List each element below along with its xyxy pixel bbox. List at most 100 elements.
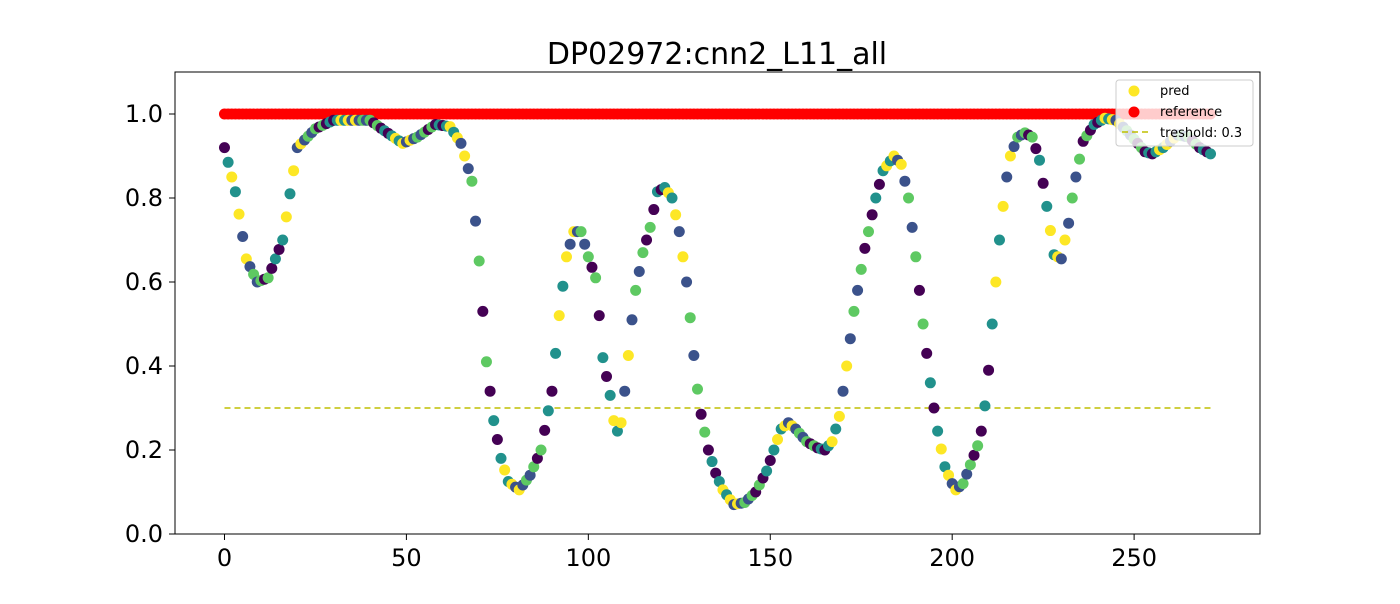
pred-point [601,371,613,382]
pred-point [604,389,616,401]
pred-point [979,400,991,412]
x-tick-label: 100 [565,544,611,572]
pred-point [470,215,482,227]
pred-point [913,284,925,296]
pred-point [684,312,696,324]
pred-point [990,276,1002,288]
pred-point [262,272,274,284]
pred-point [848,305,860,317]
pred-point [269,253,281,265]
pred-point [218,142,230,154]
pred-point [710,467,722,479]
x-tick-label: 150 [747,544,793,572]
pred-point [266,262,278,274]
legend-label-reference: reference [1160,105,1222,120]
pred-point [491,434,503,445]
pred-point [546,385,558,397]
pred-point [681,276,693,288]
pred-point [895,158,907,170]
pred-point [528,461,540,473]
plot-marks [218,108,1217,511]
pred-point [542,405,554,417]
pred-point [841,360,853,372]
pred-point [1044,225,1056,237]
pred-point [833,410,845,422]
pred-point [837,385,849,397]
pred-point [597,352,609,364]
pred-point [666,192,678,204]
pred-point [1074,153,1086,165]
y-axis: 0.0 0.2 0.4 0.6 0.8 1.0 [125,100,175,548]
pred-point [553,310,565,322]
pred-point [673,226,685,238]
x-tick-label: 50 [391,544,422,572]
pred-point [535,444,547,456]
pred-point [641,234,653,246]
pred-point [1004,150,1016,162]
pred-point [1055,253,1067,265]
pred-point [633,266,645,277]
pred-point [975,425,987,437]
pred-point [288,165,300,177]
pred-point [477,305,489,317]
pred-point [844,333,856,345]
pred-point [1037,177,1049,189]
pred-point [1059,234,1071,246]
pred-point [873,178,885,190]
pred-point [277,234,289,246]
pred-point [903,192,915,204]
pred-point [575,226,587,238]
pred-point [935,443,947,455]
pred-point [1030,143,1042,155]
pred-point [564,238,576,250]
pred-point [237,231,249,242]
pred-point [695,408,707,420]
pred-point [910,251,922,263]
pred-point [997,200,1009,212]
pred-point [495,452,507,464]
plot-frame [174,71,1261,535]
pred-point [539,424,551,436]
pred-point [644,221,656,233]
pred-point [1001,171,1013,183]
pred-point [222,156,234,168]
pred-point [280,211,292,223]
y-tick-label: 0.8 [125,184,163,212]
pred-point [1008,141,1020,153]
pred-point [986,318,998,330]
pred-point [983,364,995,376]
pred-point [550,347,562,359]
pred-point [499,464,511,476]
y-tick-label: 0.4 [125,352,163,380]
pred-point [284,188,296,200]
pred-point [852,284,864,296]
pred-point [688,350,700,361]
pred-point [768,444,780,456]
pred-point [590,272,602,284]
pred-point [706,456,718,468]
pred-point [582,251,594,263]
pred-point [961,468,973,480]
pred-point [677,251,689,263]
pred-point [855,263,867,275]
pred-point [943,469,955,481]
pred-point [830,423,842,435]
y-tick-label: 1.0 [125,100,163,128]
pred-point [1205,148,1217,160]
pred-point [691,383,703,395]
pred-point [233,208,245,220]
pred-point [473,255,485,267]
x-axis: 0 50 100 150 200 250 [217,534,1157,572]
pred-point [466,175,478,187]
pred-point [932,425,944,437]
pred-point [957,478,969,490]
pred-point [968,449,980,461]
pred-point [488,415,500,427]
pred-point [622,350,634,361]
pred-point [699,426,711,438]
pred-point [1026,131,1038,143]
pred-point [899,175,911,187]
pred-point [1063,217,1075,229]
pred-point [964,459,976,471]
